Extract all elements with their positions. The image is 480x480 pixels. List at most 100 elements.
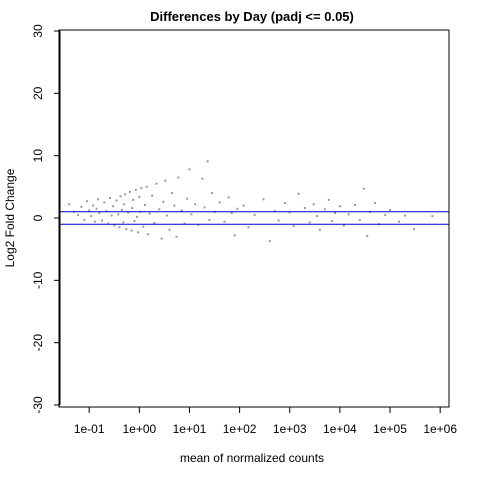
data-point: [93, 220, 96, 223]
data-point: [180, 209, 183, 212]
data-point: [288, 211, 291, 214]
data-point: [227, 196, 230, 199]
data-point: [331, 220, 334, 223]
data-point: [125, 228, 128, 231]
data-point: [112, 205, 115, 208]
data-point: [120, 208, 123, 211]
data-point: [151, 194, 154, 197]
x-tick-label: 1e-01: [74, 422, 105, 436]
data-point: [101, 219, 103, 222]
data-point: [186, 197, 189, 200]
data-point: [77, 213, 80, 216]
data-point: [277, 219, 280, 222]
x-tick-label: 1e+02: [223, 422, 257, 436]
data-point: [347, 213, 350, 216]
data-point: [308, 221, 311, 224]
x-axis: 1e-01 1e+00 1e+01 1e+02 1e+03 1e+04 1e+05 1e+06: [74, 406, 457, 436]
data-point: [262, 198, 265, 201]
data-point: [130, 229, 133, 232]
data-point: [208, 218, 211, 221]
data-point: [171, 192, 174, 195]
data-point: [253, 213, 256, 216]
data-point: [85, 200, 88, 203]
data-point: [233, 234, 236, 237]
threshold-lines: [59, 211, 449, 225]
y-tick-label: 20: [31, 86, 45, 100]
data-point: [168, 228, 171, 231]
data-point: [88, 209, 91, 212]
data-point: [162, 200, 165, 203]
data-point: [342, 224, 345, 227]
data-point: [166, 214, 169, 217]
data-point: [413, 228, 415, 231]
data-point: [131, 207, 134, 209]
data-point: [334, 212, 336, 214]
data-point: [327, 198, 330, 201]
data-points: [68, 160, 434, 243]
data-point: [273, 210, 276, 213]
data-point: [354, 203, 356, 206]
data-point: [283, 202, 286, 204]
data-point: [201, 177, 204, 180]
y-tick-label: -30: [31, 396, 45, 414]
data-point: [338, 205, 341, 208]
data-point: [119, 195, 122, 198]
data-point: [292, 225, 295, 228]
data-point: [124, 193, 127, 196]
data-point: [123, 203, 126, 206]
data-point: [318, 228, 321, 231]
data-point: [190, 213, 193, 216]
data-point: [145, 185, 148, 188]
data-point: [92, 204, 95, 207]
data-point: [303, 207, 306, 209]
data-point: [223, 220, 226, 223]
data-point: [173, 204, 176, 207]
data-point: [115, 199, 118, 202]
data-point: [373, 202, 376, 204]
data-point: [140, 187, 143, 190]
y-tick-label: 0: [31, 214, 45, 221]
y-axis: -30 -20 -10 0 10 20 30: [31, 24, 61, 414]
data-point: [362, 187, 365, 190]
y-tick-label: -20: [31, 334, 45, 352]
data-point: [105, 210, 108, 213]
data-point: [247, 226, 250, 229]
data-point: [397, 220, 400, 223]
data-point: [177, 176, 180, 179]
data-point: [236, 207, 239, 210]
x-tick-label: 1e+00: [122, 422, 156, 436]
data-point: [90, 215, 93, 218]
y-axis-label: Log2 Fold Change: [3, 168, 17, 267]
data-point: [194, 203, 197, 206]
x-tick-label: 1e+01: [173, 422, 207, 436]
data-point: [188, 168, 191, 171]
data-point: [323, 208, 326, 211]
data-point: [218, 201, 221, 204]
data-point: [83, 218, 86, 221]
data-point: [230, 212, 233, 214]
y-tick-label: 30: [31, 24, 45, 38]
x-axis-label: mean of normalized counts: [180, 451, 324, 465]
data-point: [107, 222, 110, 225]
data-point: [127, 211, 130, 214]
data-point: [312, 203, 315, 206]
data-point: [80, 205, 83, 208]
data-point: [175, 235, 178, 238]
data-point: [197, 223, 200, 226]
x-tick-label: 1e+04: [323, 422, 357, 436]
data-point: [95, 207, 98, 210]
data-point: [68, 203, 71, 206]
data-point: [118, 226, 121, 229]
data-point: [142, 225, 145, 228]
data-point: [316, 215, 318, 218]
data-point: [155, 182, 158, 185]
chart-title: Differences by Day (padj <= 0.05): [150, 9, 354, 24]
data-point: [158, 208, 161, 211]
x-tick-label: 1e+03: [273, 422, 307, 436]
data-point: [132, 198, 135, 201]
data-point: [431, 215, 434, 218]
data-point: [147, 233, 150, 236]
data-point: [153, 222, 156, 224]
data-point: [109, 197, 111, 200]
